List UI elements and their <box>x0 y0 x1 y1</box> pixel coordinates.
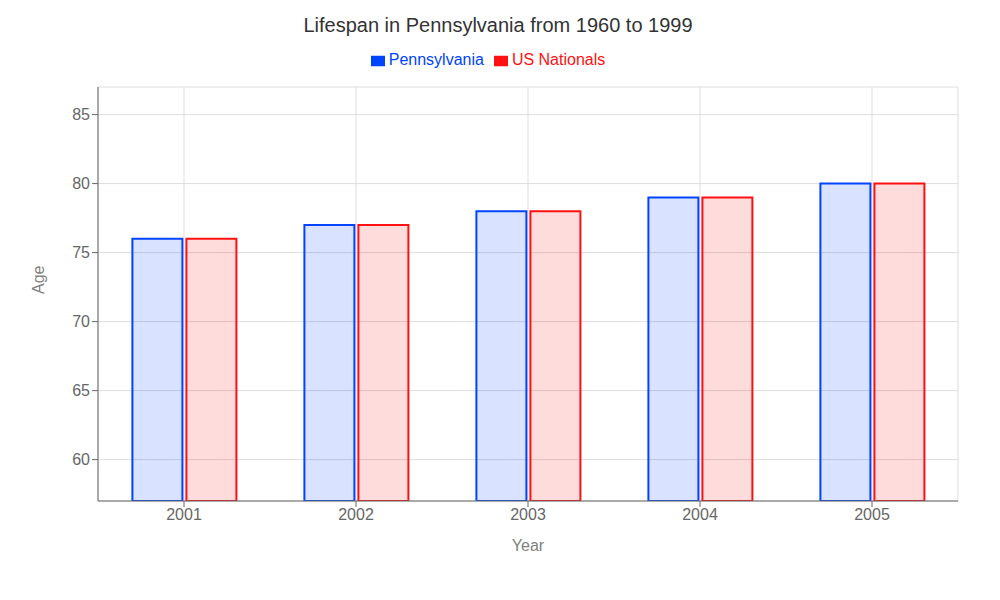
svg-text:2003: 2003 <box>510 506 546 523</box>
svg-text:75: 75 <box>72 244 90 261</box>
html-text:Pennsylvania: Pennsylvania <box>388 51 484 68</box>
html-text:Lifespan in Pennsylvania from: Lifespan in Pennsylvania from 1960 to 19… <box>303 14 693 36</box>
svg-text:80: 80 <box>72 175 90 192</box>
svg-text:60: 60 <box>72 451 90 468</box>
svg-text:2004: 2004 <box>682 506 718 523</box>
svg-text:Year: Year <box>512 537 545 554</box>
svg-text:Age: Age <box>30 265 47 294</box>
svg-text:85: 85 <box>72 106 90 123</box>
html-text:US Nationals: US Nationals <box>511 51 606 68</box>
svg-text:2001: 2001 <box>166 506 202 523</box>
svg-text:2002: 2002 <box>338 506 374 523</box>
svg-text:70: 70 <box>72 313 90 330</box>
svg-text:65: 65 <box>72 382 90 399</box>
svg-text:2005: 2005 <box>854 506 890 523</box>
